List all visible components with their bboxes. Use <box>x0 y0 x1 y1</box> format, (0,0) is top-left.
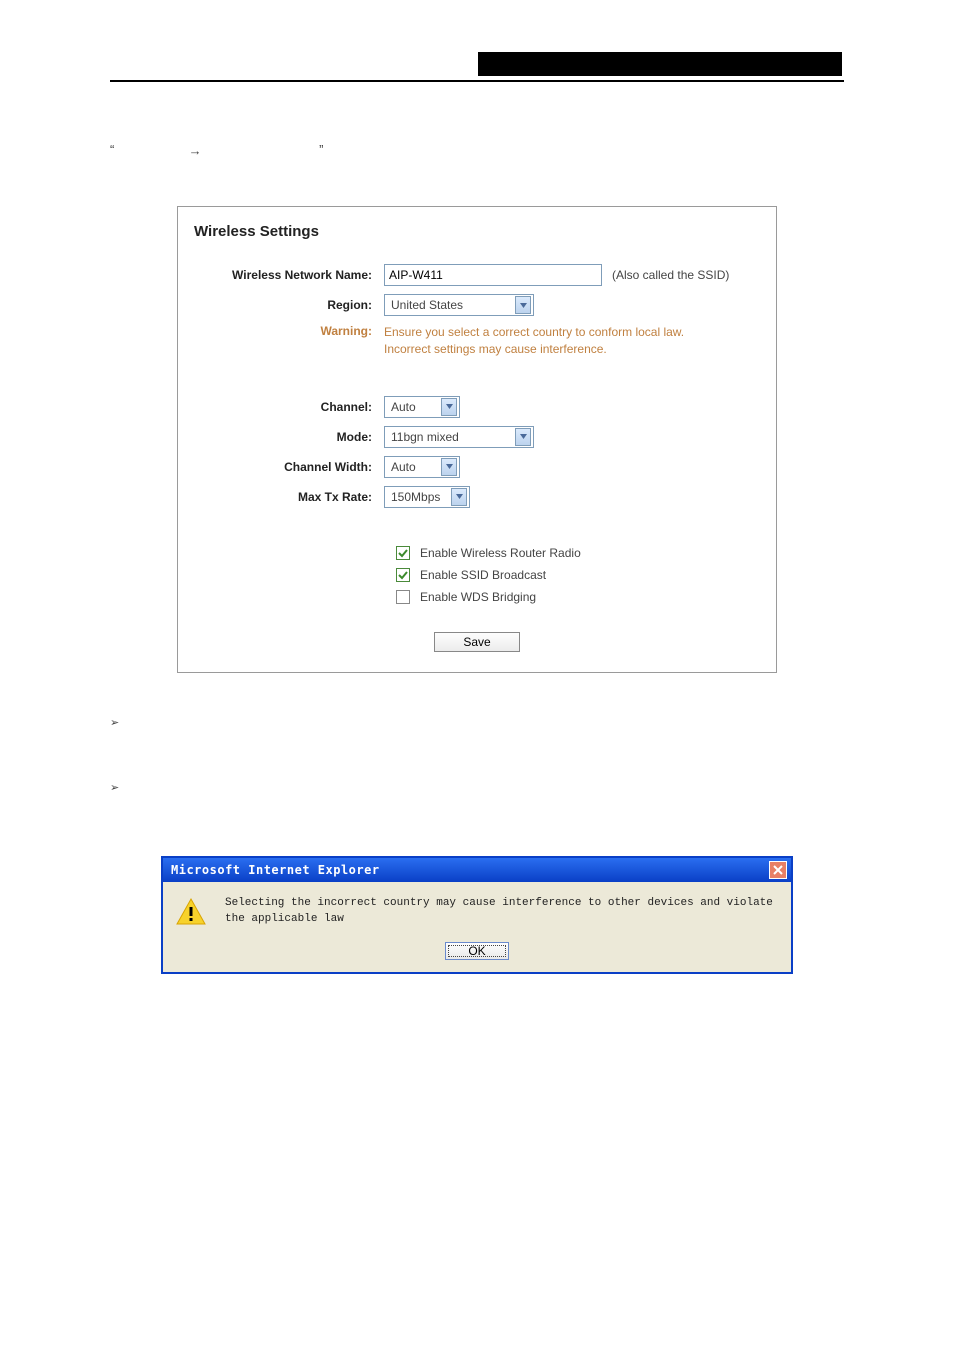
intro-arrow-icon: → <box>187 143 204 158</box>
mode-select-value: 11bgn mixed <box>387 430 459 444</box>
ok-button[interactable]: OK <box>445 942 508 960</box>
close-button[interactable] <box>769 861 787 879</box>
label-mode: Mode: <box>194 430 384 444</box>
channel-select-value: Auto <box>387 400 416 414</box>
panel-title: Wireless Settings <box>194 223 760 240</box>
ssid-hint: (Also called the SSID) <box>612 268 729 282</box>
bullet-mark-icon: ➢ <box>110 713 136 733</box>
enable-ssid-broadcast-label: Enable SSID Broadcast <box>420 568 546 582</box>
dialog-titlebar: Microsoft Internet Explorer <box>163 858 791 882</box>
enable-wds-bridging-checkbox[interactable] <box>396 590 410 604</box>
intro-quote-close: ” <box>319 142 323 157</box>
channel-select[interactable]: Auto <box>384 396 460 418</box>
save-button[interactable]: Save <box>434 632 519 652</box>
chevron-down-icon <box>515 428 531 446</box>
bullet-mark-icon: ➢ <box>110 778 136 798</box>
channel-width-select[interactable]: Auto <box>384 456 460 478</box>
chevron-down-icon <box>451 488 467 506</box>
close-icon <box>773 865 783 875</box>
mode-select[interactable]: 11bgn mixed <box>384 426 534 448</box>
label-max-tx-rate: Max Tx Rate: <box>194 490 384 504</box>
bullet-text <box>136 778 844 798</box>
label-region: Region: <box>194 298 384 312</box>
enable-radio-checkbox[interactable] <box>396 546 410 560</box>
intro-quote-open: “ <box>110 142 114 157</box>
warning-icon <box>175 896 207 928</box>
header-underline <box>110 80 844 82</box>
chevron-down-icon <box>515 296 531 314</box>
warning-line2: Incorrect settings may cause interferenc… <box>384 341 760 358</box>
row-channel-width: Channel Width: Auto <box>194 456 760 478</box>
label-channel: Channel: <box>194 400 384 414</box>
label-channel-width: Channel Width: <box>194 460 384 474</box>
dialog-message: Selecting the incorrect country may caus… <box>225 896 779 927</box>
max-tx-rate-select-value: 150Mbps <box>387 490 440 504</box>
row-enable-ssid-broadcast: Enable SSID Broadcast <box>194 568 760 582</box>
region-select[interactable]: United States <box>384 294 534 316</box>
enable-ssid-broadcast-checkbox[interactable] <box>396 568 410 582</box>
enable-radio-label: Enable Wireless Router Radio <box>420 546 581 560</box>
label-network-name: Wireless Network Name: <box>194 268 384 282</box>
dialog-title-text: Microsoft Internet Explorer <box>171 863 769 877</box>
row-region: Region: United States <box>194 294 760 316</box>
row-network-name: Wireless Network Name: (Also called the … <box>194 264 760 286</box>
enable-wds-bridging-label: Enable WDS Bridging <box>420 590 536 604</box>
channel-width-select-value: Auto <box>387 460 416 474</box>
warning-line1: Ensure you select a correct country to c… <box>384 324 760 341</box>
row-warning: Warning: Ensure you select a correct cou… <box>194 324 760 358</box>
row-enable-radio: Enable Wireless Router Radio <box>194 546 760 560</box>
max-tx-rate-select[interactable]: 150Mbps <box>384 486 470 508</box>
header-bar-segment <box>478 52 842 76</box>
region-select-value: United States <box>387 298 463 312</box>
row-max-tx-rate: Max Tx Rate: 150Mbps <box>194 486 760 508</box>
row-channel: Channel: Auto <box>194 396 760 418</box>
wireless-settings-panel: Wireless Settings Wireless Network Name:… <box>177 206 777 673</box>
ie-dialog: Microsoft Internet Explorer Selecting th… <box>161 856 793 974</box>
dialog-body: Selecting the incorrect country may caus… <box>163 882 791 934</box>
bullet-item: ➢ <box>110 778 844 798</box>
bullet-text <box>136 713 844 733</box>
network-name-input[interactable] <box>384 264 602 286</box>
section-intro: “ → ” <box>110 142 844 158</box>
bullet-list: ➢ ➢ <box>110 713 844 798</box>
row-mode: Mode: 11bgn mixed <box>194 426 760 448</box>
label-warning: Warning: <box>194 324 384 338</box>
dialog-footer: OK <box>163 934 791 972</box>
chevron-down-icon <box>441 398 457 416</box>
header-black-bar <box>0 52 954 76</box>
row-enable-wds-bridging: Enable WDS Bridging <box>194 590 760 604</box>
chevron-down-icon <box>441 458 457 476</box>
bullet-item: ➢ <box>110 713 844 733</box>
